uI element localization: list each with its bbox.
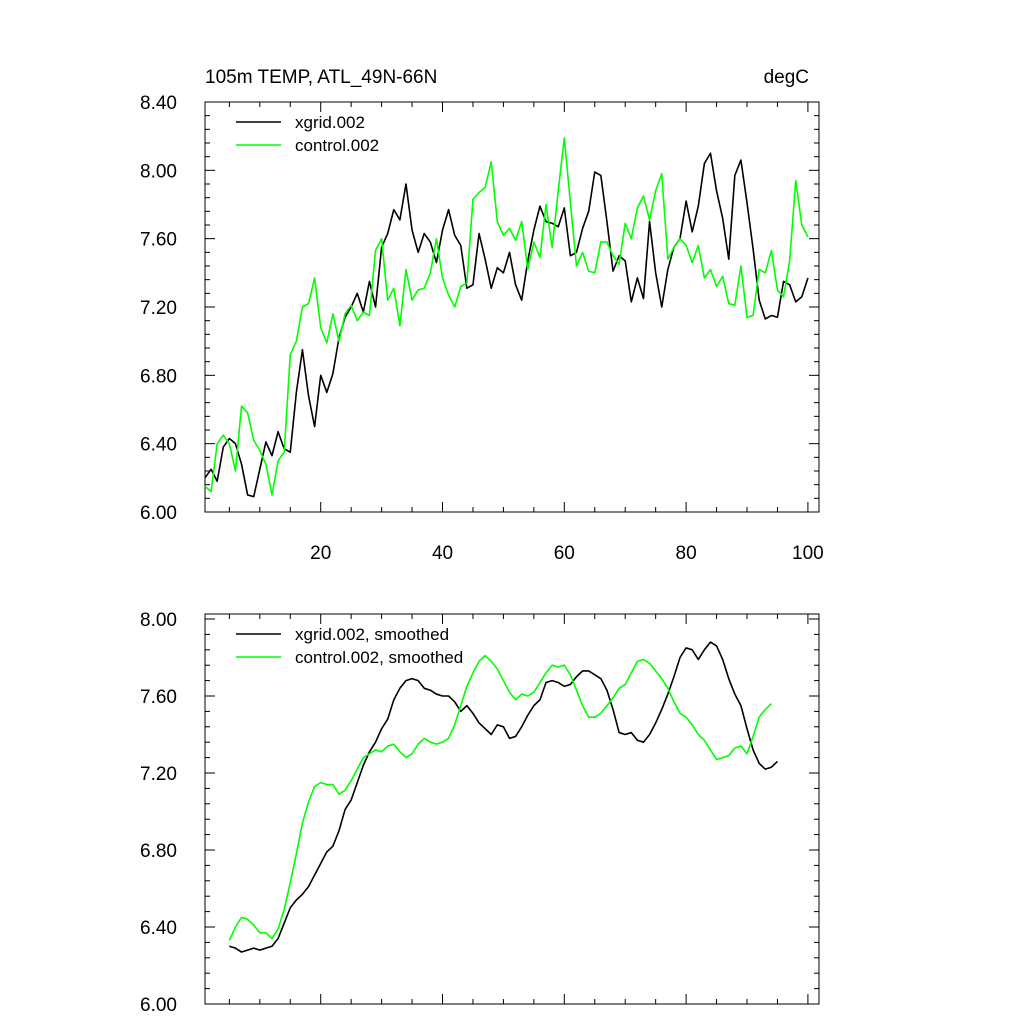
top-chart-panel: 6.00 6.40 6.80 7.20 7.60 8.00 8.40 20 40 60 80 100 1… bbox=[140, 67, 824, 564]
x-tick-label: 80 bbox=[676, 543, 697, 564]
y-tick-label: 6.40 bbox=[140, 918, 177, 939]
y-tick-label: 8.40 bbox=[140, 93, 177, 114]
series-line-control-002 bbox=[204, 137, 809, 496]
y-tick-label: 7.20 bbox=[140, 764, 177, 785]
y-tick-label: 7.60 bbox=[140, 230, 177, 251]
y-tick-label: 7.20 bbox=[140, 298, 177, 319]
series-line-control-002-smoothed bbox=[228, 654, 772, 941]
chart-units: degC bbox=[764, 67, 809, 88]
chart-title: 105m TEMP, ATL_49N-66N bbox=[205, 67, 437, 88]
legend-label: xgrid.002, smoothed bbox=[295, 625, 449, 644]
x-tick-label: 100 bbox=[792, 543, 824, 564]
legend-label: control.002, smoothed bbox=[295, 648, 463, 667]
plot-frame bbox=[204, 101, 820, 513]
legend-label: control.002 bbox=[295, 136, 379, 155]
bottom-chart-panel: 6.00 6.40 6.80 7.20 7.60 8.00 xgrid.002, smoot… bbox=[140, 610, 820, 1016]
x-tick-label: 60 bbox=[554, 543, 575, 564]
x-tick-label: 20 bbox=[310, 543, 331, 564]
plot-frame bbox=[204, 613, 820, 1005]
y-tick-label: 6.00 bbox=[140, 995, 177, 1016]
legend-label: xgrid.002 bbox=[295, 113, 365, 132]
y-tick-label: 6.80 bbox=[140, 366, 177, 387]
y-tick-label: 6.00 bbox=[140, 503, 177, 524]
y-tick-label: 7.60 bbox=[140, 687, 177, 708]
y-tick-label: 6.40 bbox=[140, 435, 177, 456]
series-line-xgrid-002 bbox=[204, 152, 809, 498]
series-line-xgrid-002-smoothed bbox=[229, 641, 779, 953]
x-tick-label: 40 bbox=[432, 543, 453, 564]
y-tick-label: 6.80 bbox=[140, 841, 177, 862]
y-tick-label: 8.00 bbox=[140, 161, 177, 182]
y-tick-label: 8.00 bbox=[140, 610, 177, 631]
